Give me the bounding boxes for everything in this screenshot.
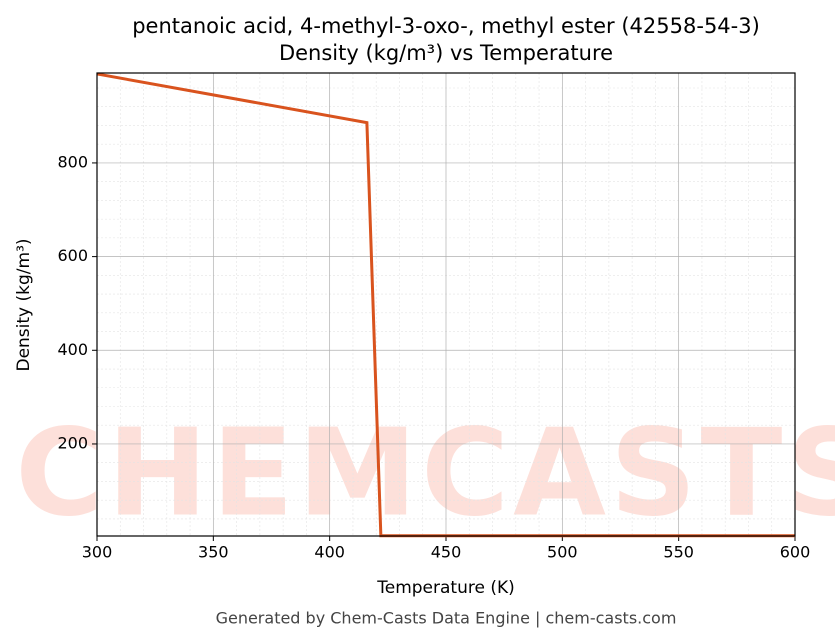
plot-frame [96, 72, 796, 537]
chart-subtitle: Density (kg/m³) vs Temperature [279, 41, 613, 65]
x-tick-label: 400 [314, 543, 345, 562]
footer: Generated by Chem-Casts Data Engine | ch… [216, 609, 677, 628]
y-axis-label: Density (kg/m³) [14, 238, 34, 371]
chart-title: pentanoic acid, 4-methyl-3-oxo-, methyl … [132, 14, 760, 38]
x-tick-label: 300 [82, 543, 113, 562]
y-tick-label: 600 [57, 246, 88, 265]
y-tick-label: 400 [57, 340, 88, 359]
x-tick-label: 550 [663, 543, 694, 562]
x-tick-label: 500 [547, 543, 578, 562]
watermark: CHEMCASTS [15, 405, 835, 544]
x-tick-label: 600 [780, 543, 811, 562]
x-tick-label: 350 [198, 543, 229, 562]
y-tick-label: 800 [57, 152, 88, 171]
y-tick-label: 200 [57, 433, 88, 452]
x-tick-label: 450 [431, 543, 462, 562]
x-axis-label: Temperature (K) [376, 578, 515, 598]
